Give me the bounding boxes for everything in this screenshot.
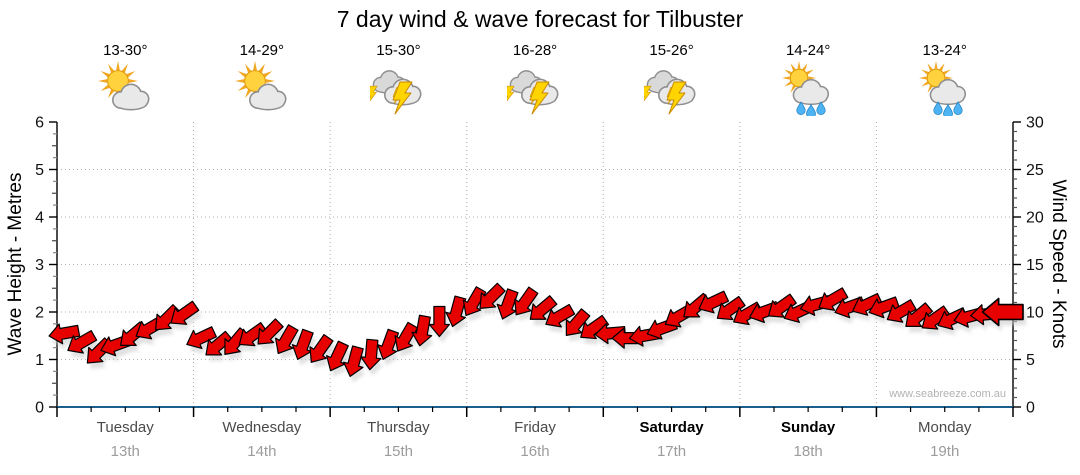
wind-arrow: [186, 326, 217, 350]
day-temp-range: 15-30°: [376, 42, 421, 59]
wind-arrow: [851, 292, 883, 316]
right-tick-label: 10: [1026, 305, 1044, 322]
right-axis-title: Wind Speed - Knots: [1048, 179, 1069, 349]
right-tick-label: 0: [1026, 400, 1035, 417]
right-tick-label: 30: [1026, 115, 1044, 132]
wind-arrow: [377, 328, 400, 360]
day-temp-range: 13-30°: [103, 42, 148, 59]
right-axis-ticks: 0 5 10 15 20 25 30: [1013, 115, 1044, 417]
weather-icon-storm: [503, 60, 563, 116]
wind-arrow: [205, 330, 234, 356]
weather-icon-sun-cloud-rain: [917, 60, 973, 119]
wind-arrow: [257, 318, 284, 345]
chart-title: 7 day wind & wave forecast for Tilbuster: [336, 6, 744, 32]
day-name: Saturday: [639, 419, 704, 436]
wind-arrow: [479, 282, 506, 309]
wind-arrow: [905, 302, 934, 327]
day-name: Wednesday: [222, 419, 302, 436]
wind-arrow: [698, 290, 730, 314]
wind-arrow: [411, 314, 433, 347]
wind-arrow: [886, 299, 917, 323]
day-temp-range: 13-24°: [922, 42, 967, 59]
wind-arrow: [565, 308, 591, 336]
wind-arrow: [529, 295, 558, 320]
wind-arrow: [594, 323, 627, 345]
day-temp-range: 14-24°: [785, 42, 831, 59]
day-date: 15th: [383, 443, 414, 460]
right-tick-label: 25: [1026, 162, 1044, 179]
wind-arrows: [48, 282, 1024, 377]
wind-arrow: [360, 338, 382, 371]
wind-arrow: [170, 300, 200, 325]
day-name: Sunday: [781, 419, 836, 436]
wind-arrow: [326, 340, 349, 372]
left-tick-label: 4: [35, 210, 44, 227]
left-axis-ticks: 0 1 2 3 4 5 6: [35, 115, 57, 417]
wind-arrow: [394, 321, 419, 352]
wind-arrow: [309, 333, 334, 363]
wind-arrow: [48, 323, 81, 345]
wind-arrow: [462, 286, 487, 317]
weather-icon-sun-cloud: [234, 60, 290, 116]
left-tick-label: 2: [35, 305, 44, 322]
gridlines: [57, 122, 1013, 407]
weather-icon-storm: [366, 60, 426, 116]
right-tick-label: 5: [1026, 352, 1035, 369]
day-date: 14th: [247, 443, 277, 460]
left-tick-label: 1: [35, 352, 44, 369]
left-tick-label: 5: [35, 162, 44, 179]
wind-arrow: [818, 287, 849, 311]
wind-arrow: [496, 288, 519, 320]
wind-arrow: [981, 297, 1024, 327]
day-temp-range: 14-29°: [239, 42, 285, 59]
weather-icon-sun-cloud-rain: [780, 60, 836, 119]
wind-arrow: [514, 286, 539, 316]
wind-arrow: [428, 305, 450, 338]
day-temp-range: 15-26°: [649, 42, 694, 59]
day-date: 18th: [793, 443, 823, 460]
day-date: 17th: [656, 443, 687, 460]
wind-arrow: [291, 328, 314, 360]
day-temp-range: 16-28°: [512, 42, 558, 59]
wind-arrow: [445, 295, 467, 328]
right-tick-label: 15: [1026, 257, 1044, 274]
wind-arrow: [274, 324, 299, 355]
wind-arrow: [868, 296, 900, 319]
day-date: 13th: [110, 443, 140, 460]
day-name: Monday: [918, 419, 972, 436]
day-name: Friday: [514, 419, 556, 436]
axis-lines: [56, 122, 1014, 408]
wind-arrow: [67, 330, 98, 354]
wind-arrow: [343, 345, 364, 377]
bottom-axis-ticks: [56, 407, 1014, 417]
weather-icon-sun-cloud: [97, 60, 153, 116]
left-axis-title: Wave Height - Metres: [5, 172, 26, 356]
day-name: Tuesday: [96, 419, 154, 436]
wind-arrow: [921, 305, 951, 330]
wind-arrow: [716, 295, 746, 321]
watermark: www.seabreeze.com.au: [889, 388, 1006, 400]
right-tick-label: 20: [1026, 210, 1044, 227]
wind-arrow: [545, 303, 576, 328]
weather-icon-storm: [639, 60, 700, 116]
left-tick-label: 6: [35, 115, 44, 132]
day-name: Thursday: [367, 419, 430, 436]
left-tick-label: 0: [35, 400, 44, 417]
day-date: 16th: [520, 443, 550, 460]
day-date: 19th: [930, 443, 960, 460]
left-tick-label: 3: [35, 257, 44, 274]
wind-arrow: [580, 314, 610, 340]
wind-arrow: [767, 293, 797, 318]
